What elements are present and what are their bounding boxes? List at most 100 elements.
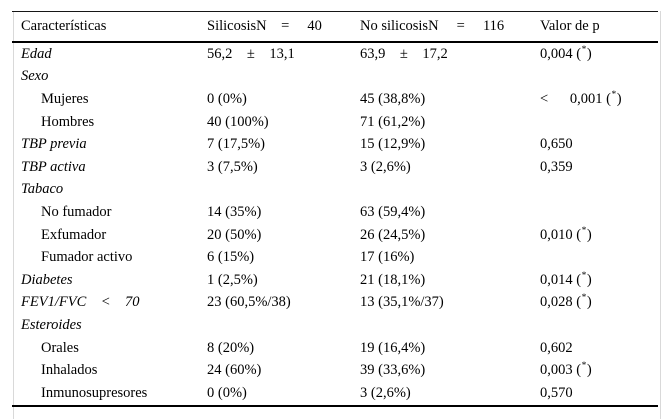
no-silicosis-value: 19 (16,4%): [360, 339, 426, 356]
p-text: 0,028 (: [540, 294, 582, 311]
asterisk-superscript: *: [581, 44, 587, 55]
row-label: TBP previa: [21, 136, 87, 153]
row-label: Hombres: [41, 113, 95, 130]
no-silicosis-value: 3 (2,6%): [360, 384, 411, 401]
no-silicosis-value: 17 (16%): [360, 249, 415, 266]
table-row-fev1-fvc: FEV1/FVC < 70 23 (60,5%/38) 13 (35,1%/37…: [12, 292, 658, 315]
silicosis-value: 56,2 ± 13,1: [207, 45, 295, 62]
p-value: [540, 114, 658, 131]
table-row-esteroides: Esteroides: [12, 314, 658, 337]
p-value: 0,028 (*): [540, 293, 658, 311]
p-close-paren: ): [586, 226, 592, 243]
p-value: 0,359: [540, 159, 658, 176]
row-label: TBP activa: [21, 158, 86, 175]
p-value: [540, 68, 658, 85]
table-row-tabaco: Tabaco: [12, 179, 658, 202]
silicosis-value: 14 (35%): [207, 203, 262, 220]
p-close-paren: ): [586, 271, 592, 288]
table-row-fumador-activo: Fumador activo 6 (15%) 17 (16%): [12, 246, 658, 269]
p-text: 0,359: [540, 158, 573, 175]
table-row-exfumador: Exfumador 20 (50%) 26 (24,5%) 0,010 (*): [12, 224, 658, 247]
row-label: Diabetes: [21, 271, 73, 288]
no-silicosis-value: 63,9 ± 17,2: [360, 45, 448, 62]
p-close-paren: ): [616, 90, 622, 107]
p-value: 0,602: [540, 340, 658, 357]
table-row-mujeres: Mujeres 0 (0%) 45 (38,8%) < 0,001 (*): [12, 88, 658, 111]
silicosis-value: 7 (17,5%): [207, 136, 265, 153]
header-valor-de-p: Valor de p: [540, 18, 600, 34]
p-value: 0,004 (*): [540, 44, 658, 63]
scan-edge-right: [660, 11, 661, 419]
header-silicosis-n40: SilicosisN = 40: [207, 18, 322, 34]
asterisk-superscript: *: [611, 89, 617, 100]
table-row-sexo: Sexo: [12, 66, 658, 89]
p-close-paren: ): [586, 362, 592, 379]
row-label: Esteroides: [21, 316, 82, 333]
row-label: Exfumador: [41, 226, 107, 243]
p-close-paren: ): [586, 45, 592, 62]
asterisk-superscript: *: [581, 293, 587, 304]
clinical-characteristics-table: Características SilicosisN = 40 No silic…: [12, 11, 658, 407]
row-label: FEV1/FVC < 70: [21, 294, 140, 311]
row-label: Sexo: [21, 68, 49, 85]
p-text: 0,003 (: [540, 362, 582, 379]
p-text: < 0,001 (: [540, 90, 612, 107]
row-label: Orales: [41, 339, 79, 356]
p-value: 0,010 (*): [540, 225, 658, 244]
scan-edge-left: [13, 11, 14, 419]
p-value: [540, 204, 658, 221]
silicosis-value: 0 (0%): [207, 384, 247, 401]
no-silicosis-value: 13 (35,1%/37): [360, 294, 444, 311]
table-row-edad: Edad 56,2 ± 13,1 63,9 ± 17,2 0,004 (*): [12, 43, 658, 66]
table-row-tbp-previa: TBP previa 7 (17,5%) 15 (12,9%) 0,650: [12, 133, 658, 156]
row-label: Tabaco: [21, 181, 64, 198]
p-value: 0,003 (*): [540, 361, 658, 379]
p-text: 0,014 (: [540, 271, 582, 288]
table-row-hombres: Hombres 40 (100%) 71 (61,2%): [12, 111, 658, 134]
asterisk-superscript: *: [581, 270, 587, 281]
p-value: 0,650: [540, 136, 658, 153]
p-value: [540, 317, 658, 334]
no-silicosis-value: 45 (38,8%): [360, 90, 426, 107]
p-close-paren: ): [586, 294, 592, 311]
p-text: 0,004 (: [540, 45, 582, 62]
row-label: Fumador activo: [41, 249, 133, 266]
row-label: No fumador: [41, 203, 112, 220]
table-header-row: Características SilicosisN = 40 No silic…: [12, 12, 658, 43]
row-label: Mujeres: [41, 90, 89, 107]
header-no-silicosis-n116: No silicosisN = 116: [360, 18, 505, 34]
no-silicosis-value: 21 (18,1%): [360, 271, 426, 288]
p-value: 0,570: [540, 385, 658, 402]
table-row-inhalados: Inhalados 24 (60%) 39 (33,6%) 0,003 (*): [12, 359, 658, 382]
silicosis-value: 20 (50%): [207, 226, 262, 243]
silicosis-value: 40 (100%): [207, 113, 269, 130]
no-silicosis-value: 26 (24,5%): [360, 226, 426, 243]
header-caracteristicas: Características: [21, 18, 107, 34]
p-text: 0,650: [540, 136, 573, 153]
table-row-no-fumador: No fumador 14 (35%) 63 (59,4%): [12, 201, 658, 224]
silicosis-value: 24 (60%): [207, 362, 262, 379]
silicosis-value: 6 (15%): [207, 249, 255, 266]
no-silicosis-value: 71 (61,2%): [360, 113, 426, 130]
no-silicosis-value: 3 (2,6%): [360, 158, 411, 175]
table-row-inmunosupresores: Inmunosupresores 0 (0%) 3 (2,6%) 0,570: [12, 382, 658, 405]
p-value: 0,014 (*): [540, 270, 658, 289]
silicosis-value: 23 (60,5%/38): [207, 294, 291, 311]
no-silicosis-value: 15 (12,9%): [360, 136, 426, 153]
row-label: Edad: [21, 45, 52, 62]
p-text: 0,010 (: [540, 226, 582, 243]
silicosis-value: 1 (2,5%): [207, 271, 258, 288]
p-text: 0,570: [540, 384, 573, 401]
table-row-tbp-activa: TBP activa 3 (7,5%) 3 (2,6%) 0,359: [12, 156, 658, 179]
p-text: 0,602: [540, 339, 573, 356]
table-row-orales: Orales 8 (20%) 19 (16,4%) 0,602: [12, 337, 658, 360]
table-row-diabetes: Diabetes 1 (2,5%) 21 (18,1%) 0,014 (*): [12, 269, 658, 292]
no-silicosis-value: 63 (59,4%): [360, 203, 426, 220]
silicosis-value: 3 (7,5%): [207, 158, 258, 175]
p-value: [540, 181, 658, 198]
silicosis-value: 0 (0%): [207, 90, 247, 107]
row-label: Inmunosupresores: [41, 384, 148, 401]
silicosis-value: 8 (20%): [207, 339, 255, 356]
asterisk-superscript: *: [581, 361, 587, 372]
asterisk-superscript: *: [581, 225, 587, 236]
